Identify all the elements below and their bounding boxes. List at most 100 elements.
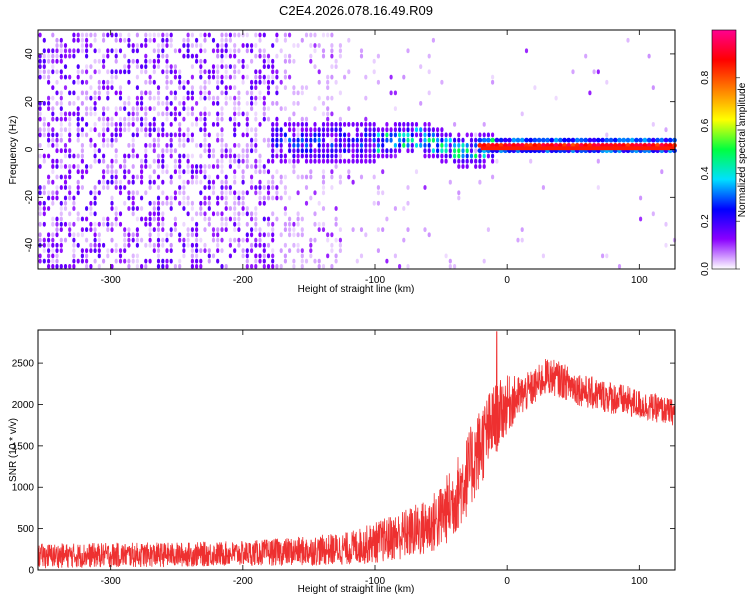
spectrogram-cell: [186, 232, 190, 238]
spectrogram-cell: [224, 143, 228, 148]
spectrogram-cell: [486, 132, 490, 138]
spectrogram-cell: [203, 185, 207, 190]
spectrogram-cell: [228, 164, 232, 169]
spectrogram-cell: [355, 132, 359, 138]
spectrogram-cell: [55, 137, 59, 143]
spectrogram-cell: [224, 48, 228, 54]
colorbar-tick-label: 0.4: [700, 166, 711, 180]
spectrogram-cell: [334, 237, 338, 243]
spectrogram-cell: [389, 74, 393, 80]
spectrogram-cell: [288, 116, 292, 122]
spectrogram-cell: [156, 143, 161, 148]
spectrogram-cell: [148, 179, 152, 185]
spectrogram-cell: [85, 164, 89, 169]
spectrogram-cell: [144, 106, 148, 111]
spectrogram-cell: [402, 127, 406, 133]
spectrogram-cell: [224, 190, 228, 196]
spectrogram-cell: [241, 253, 245, 259]
spectrogram-cell: [127, 37, 131, 43]
spectrogram-cell: [241, 158, 245, 164]
spectrogram-cell: [283, 211, 287, 217]
spectrogram-cell: [262, 101, 266, 106]
spectrogram-cell: [47, 69, 51, 75]
spectrogram-cell: [321, 158, 326, 164]
spectrogram-cell: [465, 153, 469, 159]
spectrogram-cell: [266, 116, 271, 122]
spectrogram-cell: [233, 116, 237, 122]
spectrogram-cell: [127, 69, 131, 75]
spectrogram-cell: [178, 164, 182, 169]
spectrogram-cell: [524, 48, 529, 54]
spectrogram-cell: [156, 132, 161, 138]
spectrogram-cell: [288, 53, 292, 59]
spectrogram-cell: [266, 185, 271, 190]
spectrogram-cell: [296, 137, 300, 143]
spectrogram-cell: [292, 153, 296, 159]
spectrogram-cell: [203, 95, 207, 101]
spectrogram-cell: [80, 37, 84, 43]
spectrogram-cell: [203, 211, 207, 217]
spectrogram-carrier-line: [480, 146, 675, 151]
spectrogram-cell: [72, 264, 76, 269]
spectrogram-cell: [203, 164, 207, 169]
spectrogram-cell: [347, 158, 351, 164]
spectrogram-cell: [76, 211, 80, 217]
spectrogram-cell: [211, 237, 216, 243]
spectrogram-cell: [245, 90, 249, 96]
spectrogram-cell: [279, 153, 283, 159]
spectrogram-cell: [266, 216, 271, 222]
spectrogram-cell: [330, 32, 334, 38]
spectrogram-cell: [68, 48, 72, 54]
spectrogram-cell: [76, 216, 80, 222]
spectrogram-cell: [173, 264, 177, 269]
spectrogram-cell: [106, 143, 110, 148]
spectrogram-cell: [330, 143, 334, 148]
spectrogram-cell: [241, 148, 245, 154]
spectrogram-cell: [186, 95, 190, 101]
spectrogram-cell: [266, 90, 271, 96]
spectrogram-cell: [123, 232, 127, 238]
spectrogram-cell: [72, 253, 76, 259]
spectrogram-cell: [55, 174, 59, 180]
spectrogram-cell: [351, 148, 355, 154]
spectrogram-cell: [250, 90, 254, 96]
spectrogram-cell: [309, 53, 313, 59]
spectrogram-cell: [63, 206, 68, 211]
spectrogram-cell: [321, 32, 326, 38]
spectrogram-cell: [296, 221, 300, 227]
spectrogram-cell: [359, 48, 364, 54]
spectrogram-cell: [59, 206, 63, 211]
spectrogram-cell: [156, 195, 161, 201]
spectrogram-cell: [47, 179, 51, 185]
spectrogram-cell: [343, 143, 347, 148]
spectrogram-cell: [271, 153, 275, 159]
spectrogram-cell: [233, 132, 237, 138]
spectrogram-cell: [156, 206, 161, 211]
spectrogram-cell: [110, 179, 114, 185]
spectrogram-cell: [148, 58, 152, 64]
spectrogram-cell: [195, 174, 199, 180]
snr-y-tick-label: 2000: [12, 400, 35, 411]
spectrogram-cell: [233, 206, 237, 211]
spectrogram-cell: [140, 90, 144, 96]
spectrogram-cell: [283, 227, 287, 233]
spectrogram-cell: [97, 58, 101, 64]
spectrogram-cell: [59, 242, 63, 248]
spectrogram-cell: [271, 179, 275, 185]
spectrogram-cell: [131, 200, 135, 206]
spectrogram-x-tick-label: -200: [233, 275, 253, 286]
spectrogram-cell: [224, 64, 228, 69]
spectrogram-cell: [313, 190, 317, 196]
spectrogram-cell: [156, 32, 161, 38]
spectrogram-cell: [304, 127, 309, 133]
spectrogram-cell: [68, 174, 72, 180]
spectrogram-cell: [216, 53, 220, 59]
spectrogram-cell: [165, 169, 169, 175]
spectrogram-cell: [140, 264, 144, 269]
spectrogram-cell: [296, 132, 300, 138]
spectrogram-cell: [228, 37, 232, 43]
spectrogram-cell: [85, 111, 89, 117]
spectrogram-cell: [85, 264, 89, 269]
spectrogram-cell: [38, 64, 42, 69]
spectrogram-cell: [211, 190, 216, 196]
